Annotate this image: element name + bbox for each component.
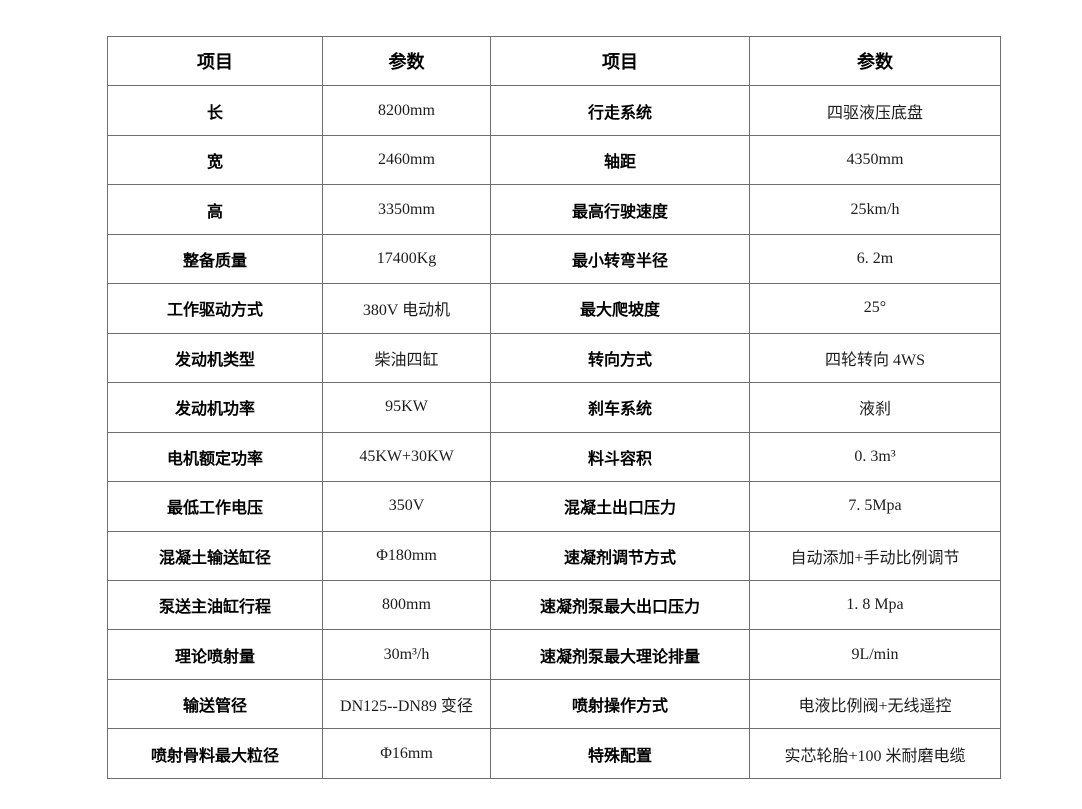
spec-item-cell: 喷射操作方式	[490, 678, 750, 730]
spec-value-cell: DN125--DN89 变径	[322, 678, 491, 730]
spec-item-cell: 速凝剂泵最大理论排量	[490, 629, 750, 680]
spec-value-cell: 8200mm	[322, 85, 491, 136]
spec-value-cell: Φ16mm	[322, 728, 491, 779]
table-row: 电机额定功率 45KW+30KW 料斗容积 0. 3m³	[107, 431, 1001, 483]
spec-table: 项目 参数 项目 参数 长 8200mm 行走系统 四驱液压底盘 宽 2460m…	[107, 35, 1001, 779]
table-row: 输送管径 DN125--DN89 变径 喷射操作方式 电液比例阀+无线遥控	[107, 678, 1001, 730]
spec-item-cell: 料斗容积	[490, 431, 750, 483]
spec-value-cell: 2460mm	[322, 134, 491, 186]
spec-item-cell: 混凝土输送缸径	[107, 530, 323, 581]
spec-item-cell: 特殊配置	[490, 728, 750, 779]
spec-item-cell: 宽	[107, 134, 323, 186]
spec-value-cell: 3350mm	[322, 184, 491, 235]
spec-value-cell: 45KW+30KW	[322, 431, 491, 483]
spec-item-cell: 工作驱动方式	[107, 283, 323, 334]
spec-item-cell: 混凝土出口压力	[490, 481, 750, 532]
spec-value-cell: 实芯轮胎+100 米耐磨电缆	[749, 728, 1001, 779]
spec-value-cell: 800mm	[322, 579, 491, 631]
spec-value-cell: 25°	[749, 283, 1001, 334]
spec-value-cell: 17400Kg	[322, 233, 491, 285]
spec-item-cell: 电机额定功率	[107, 431, 323, 483]
spec-value-cell: 自动添加+手动比例调节	[749, 530, 1001, 581]
spec-value-cell: 7. 5Mpa	[749, 481, 1001, 532]
spec-value-cell: 1. 8 Mpa	[749, 579, 1001, 631]
spec-item-cell: 最低工作电压	[107, 481, 323, 532]
spec-value-cell: Φ180mm	[322, 530, 491, 581]
table-row: 发动机类型 柴油四缸 转向方式 四轮转向 4WS	[107, 332, 1001, 384]
header-item-left: 项目	[107, 35, 323, 87]
table-row: 发动机功率 95KW 刹车系统 液刹	[107, 382, 1001, 433]
spec-value-cell: 4350mm	[749, 134, 1001, 186]
header-row: 项目 参数 项目 参数	[107, 35, 1001, 87]
table-row: 混凝土输送缸径 Φ180mm 速凝剂调节方式 自动添加+手动比例调节	[107, 530, 1001, 581]
table-row: 工作驱动方式 380V 电动机 最大爬坡度 25°	[107, 283, 1001, 334]
spec-item-cell: 整备质量	[107, 233, 323, 285]
spec-item-cell: 泵送主油缸行程	[107, 579, 323, 631]
spec-value-cell: 柴油四缸	[322, 332, 491, 384]
spec-item-cell: 高	[107, 184, 323, 235]
table-row: 理论喷射量 30m³/h 速凝剂泵最大理论排量 9L/min	[107, 629, 1001, 680]
spec-item-cell: 发动机类型	[107, 332, 323, 384]
spec-item-cell: 行走系统	[490, 85, 750, 136]
spec-item-cell: 轴距	[490, 134, 750, 186]
spec-item-cell: 输送管径	[107, 678, 323, 730]
spec-item-cell: 速凝剂泵最大出口压力	[490, 579, 750, 631]
table-row: 喷射骨料最大粒径 Φ16mm 特殊配置 实芯轮胎+100 米耐磨电缆	[107, 728, 1001, 779]
spec-item-cell: 喷射骨料最大粒径	[107, 728, 323, 779]
table-row: 泵送主油缸行程 800mm 速凝剂泵最大出口压力 1. 8 Mpa	[107, 579, 1001, 631]
spec-value-cell: 电液比例阀+无线遥控	[749, 678, 1001, 730]
table-row: 最低工作电压 350V 混凝土出口压力 7. 5Mpa	[107, 481, 1001, 532]
spec-value-cell: 0. 3m³	[749, 431, 1001, 483]
header-param-right: 参数	[749, 35, 1001, 87]
spec-item-cell: 转向方式	[490, 332, 750, 384]
table-row: 宽 2460mm 轴距 4350mm	[107, 134, 1001, 186]
spec-value-cell: 380V 电动机	[322, 283, 491, 334]
spec-value-cell: 30m³/h	[322, 629, 491, 680]
spec-item-cell: 发动机功率	[107, 382, 323, 433]
header-param-left: 参数	[322, 35, 491, 87]
spec-item-cell: 最高行驶速度	[490, 184, 750, 235]
table-row: 高 3350mm 最高行驶速度 25km/h	[107, 184, 1001, 235]
spec-value-cell: 6. 2m	[749, 233, 1001, 285]
spec-item-cell: 理论喷射量	[107, 629, 323, 680]
spec-value-cell: 25km/h	[749, 184, 1001, 235]
spec-value-cell: 四驱液压底盘	[749, 85, 1001, 136]
spec-item-cell: 长	[107, 85, 323, 136]
spec-item-cell: 速凝剂调节方式	[490, 530, 750, 581]
spec-item-cell: 最小转弯半径	[490, 233, 750, 285]
spec-value-cell: 四轮转向 4WS	[749, 332, 1001, 384]
spec-value-cell: 9L/min	[749, 629, 1001, 680]
spec-item-cell: 最大爬坡度	[490, 283, 750, 334]
table-row: 长 8200mm 行走系统 四驱液压底盘	[107, 85, 1001, 136]
spec-value-cell: 350V	[322, 481, 491, 532]
table-row: 整备质量 17400Kg 最小转弯半径 6. 2m	[107, 233, 1001, 285]
spec-value-cell: 液刹	[749, 382, 1001, 433]
spec-item-cell: 刹车系统	[490, 382, 750, 433]
spec-value-cell: 95KW	[322, 382, 491, 433]
header-item-right: 项目	[490, 35, 750, 87]
